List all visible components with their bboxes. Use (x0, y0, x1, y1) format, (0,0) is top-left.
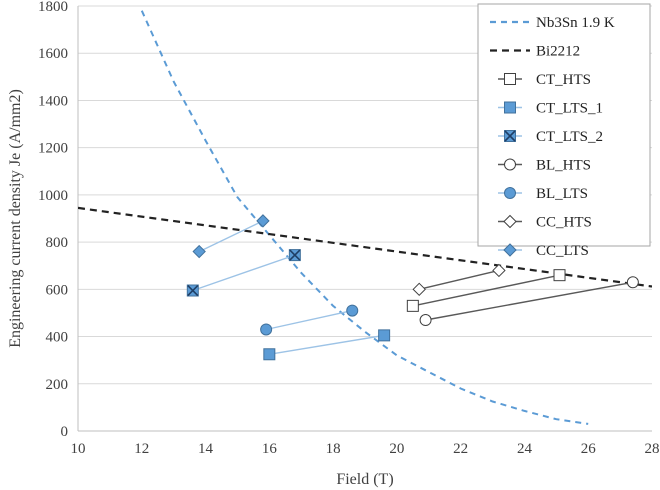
legend-item-ct-lts-2-swatch-marker-cross (504, 130, 516, 142)
legend-item-cc-lts-label: CC_LTS (536, 243, 589, 259)
series-ct-hts-segment (412, 274, 560, 307)
series-ct-hts-point (553, 269, 566, 282)
series-nb3sn-1-9-k-group (140, 10, 589, 425)
series-ct-lts-2-point-cross (187, 284, 199, 297)
series-cc-hts-group (412, 263, 506, 297)
series-ct-lts-2-point (288, 249, 301, 262)
legend-item-ct-lts-1: CT_LTS_1 (498, 101, 603, 117)
series-ct-lts-1-group (263, 329, 391, 361)
legend-item-bl-lts: BL_LTS (498, 186, 588, 202)
series-bl-lts-segment (265, 309, 353, 331)
series-bl-hts-group (419, 276, 639, 327)
series-bl-hts-point (419, 314, 432, 327)
legend-item-ct-hts-label: CT_HTS (536, 72, 591, 88)
legend-item-bl-lts-swatch-marker (504, 187, 516, 199)
y-tick-label: 1000 (38, 188, 68, 204)
x-tick-label: 10 (71, 441, 86, 457)
y-axis-title: Engineering current density Je (A/mm2) (7, 89, 24, 348)
legend-item-bl-hts-swatch-marker (504, 158, 516, 171)
x-tick-label: 26 (581, 441, 597, 457)
series-bl-hts-point (626, 276, 639, 289)
legend-item-cc-lts: CC_LTS (498, 243, 589, 259)
series-ct-hts-group (406, 269, 566, 312)
x-tick-label: 24 (517, 441, 533, 457)
legend-item-nb3sn-1-9-k-label: Nb3Sn 1.9 K (536, 15, 615, 31)
y-tick-label: 200 (46, 377, 69, 393)
legend-item-bl-hts-label: BL_HTS (536, 158, 591, 174)
series-ct-hts-point-shape (553, 269, 566, 282)
series-bl-lts-point (346, 304, 359, 317)
legend-item-bi2212-label: Bi2212 (536, 44, 580, 60)
series-cc-lts-point (192, 244, 206, 259)
legend-item-ct-hts: CT_HTS (498, 72, 591, 88)
x-axis-title: Field (T) (336, 471, 393, 488)
legend-item-nb3sn-1-9-k: Nb3Sn 1.9 K (490, 15, 615, 31)
series-ct-lts-1-point-shape (378, 329, 391, 342)
legend-item-ct-hts-swatch-marker (504, 73, 516, 85)
series-cc-lts-point (256, 214, 270, 228)
legend-item-ct-lts-1-label: CT_LTS_1 (536, 101, 603, 117)
series-ct-lts-2-segment (192, 254, 296, 292)
x-tick-label: 22 (453, 441, 468, 457)
y-tick-label: 1400 (38, 93, 68, 109)
series-nb3sn-1-9-k-line (140, 10, 589, 425)
legend-item-ct-lts-2-label: CT_LTS_2 (536, 129, 603, 145)
legend-item-ct-lts-1-swatch-marker (504, 101, 516, 114)
y-tick-label: 1800 (38, 0, 68, 15)
y-tick-label: 1200 (38, 141, 68, 157)
y-tick-label: 400 (46, 330, 69, 346)
legend-item-cc-hts-label: CC_HTS (536, 215, 592, 231)
legend-item-cc-hts-swatch-marker (503, 214, 517, 229)
series-ct-lts-2-point-cross (289, 249, 301, 261)
series-ct-lts-1-segment (269, 334, 385, 355)
series-bl-lts-group (260, 304, 359, 336)
x-tick-label: 18 (326, 441, 341, 457)
series-ct-lts-2-group (186, 249, 301, 297)
legend-item-bl-hts: BL_HTS (498, 158, 591, 174)
series-bl-lts-point (260, 323, 273, 336)
x-tick-label: 16 (262, 441, 278, 457)
legend-item-ct-lts-2: CT_LTS_2 (498, 129, 603, 145)
series-cc-hts-point (412, 282, 426, 297)
legend-item-cc-hts: CC_HTS (498, 215, 592, 231)
x-tick-label: 14 (198, 441, 214, 457)
series-ct-lts-1-point (263, 348, 276, 361)
series-cc-lts-group (192, 214, 270, 259)
series-cc-lts-segment (198, 220, 264, 253)
y-tick-label: 0 (61, 424, 69, 440)
x-tick-label: 28 (645, 441, 660, 457)
x-tick-label: 12 (134, 441, 149, 457)
series-ct-lts-1-point-shape (263, 348, 276, 361)
legend-item-bl-lts-label: BL_LTS (536, 186, 588, 202)
legend-item-bi2212: Bi2212 (490, 44, 580, 60)
y-tick-label: 800 (46, 235, 69, 251)
legend-item-ct-lts-1-swatch-marker-shape (504, 101, 516, 114)
series-cc-hts-point (492, 263, 506, 278)
series-ct-lts-2-point (186, 284, 199, 297)
series-cc-hts-segment (419, 269, 500, 290)
series-ct-hts-point-shape (406, 299, 419, 312)
legend-item-ct-lts-2-swatch-marker (504, 130, 516, 142)
legend-item-ct-hts-swatch-marker-shape (504, 73, 516, 85)
y-tick-label: 1600 (38, 46, 68, 62)
legend: Nb3Sn 1.9 K Bi2212 CT_HTS CT_LTS_1 CT_LTS_2 B… (477, 3, 651, 259)
series-bl-hts-segment (425, 281, 634, 321)
y-tick-label: 600 (46, 282, 69, 298)
x-tick-label: 20 (389, 441, 404, 457)
legend-item-cc-lts-swatch-marker (503, 243, 517, 257)
series-ct-lts-1-point (378, 329, 391, 342)
legend-box (477, 3, 651, 247)
series-ct-hts-point (406, 299, 419, 312)
